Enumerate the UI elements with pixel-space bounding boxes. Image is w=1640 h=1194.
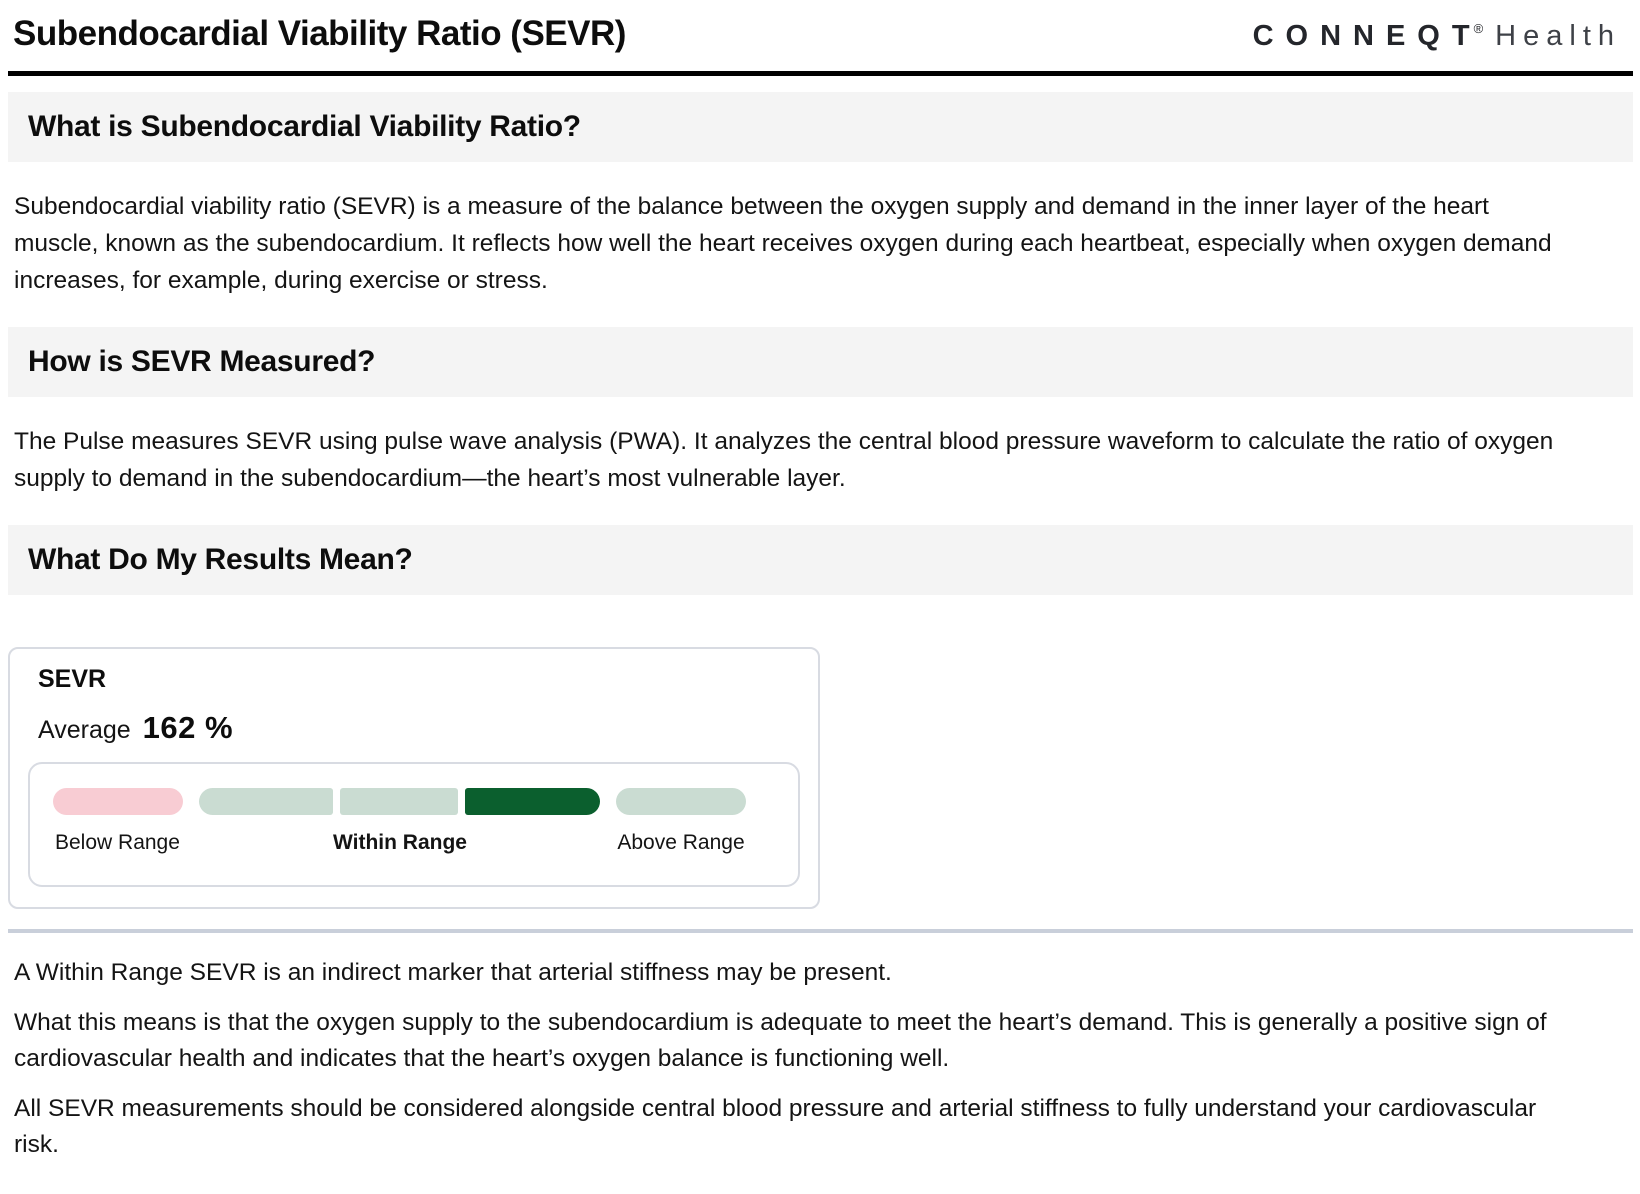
interpretation-paragraph-3: All SEVR measurements should be consider… — [14, 1095, 1537, 1158]
conneqt-health-logo: CONNEQT ® Health — [1253, 20, 1629, 53]
paragraph-what-is-sevr: Subendocardial viability ratio (SEVR) is… — [14, 193, 1552, 294]
section-divider — [8, 929, 1633, 933]
header-rule-divider — [8, 71, 1633, 76]
interpretation-paragraph-2: What this means is that the oxygen suppl… — [14, 1009, 1547, 1072]
interpretation-section: A Within Range SEVR is an indirect marke… — [8, 955, 1633, 1163]
range-segment-below — [53, 788, 183, 815]
section-heading-what-is-sevr: What is Subendocardial Viability Ratio? — [28, 110, 581, 143]
range-label-within: Within Range — [333, 831, 467, 854]
average-row: Average 162 % — [10, 710, 818, 746]
registered-trademark-icon: ® — [1473, 21, 1484, 36]
page-title: Subendocardial Viability Ratio (SEVR) — [13, 14, 626, 53]
sevr-result-card: SEVR Average 162 % Below Range Within Ra… — [8, 647, 820, 909]
range-labels: Below Range Within Range Above Range — [53, 831, 798, 857]
range-label-above: Above Range — [617, 831, 745, 854]
section-heading-how-measured: How is SEVR Measured? — [28, 345, 376, 378]
section-bar-what-is-sevr: What is Subendocardial Viability Ratio? — [8, 92, 1633, 162]
sevr-info-page: Subendocardial Viability Ratio (SEVR) CO… — [8, 12, 1633, 1163]
page-header: Subendocardial Viability Ratio (SEVR) CO… — [8, 12, 1633, 54]
interpretation-paragraph-1: A Within Range SEVR is an indirect marke… — [14, 959, 892, 986]
range-gauge: Below Range Within Range Above Range — [28, 762, 800, 887]
range-segment-within-high-active — [465, 788, 600, 815]
metric-label: SEVR — [38, 665, 107, 693]
average-label: Average — [38, 716, 131, 744]
section-heading-results-mean: What Do My Results Mean? — [28, 543, 413, 576]
range-segment-above — [616, 788, 746, 815]
range-label-below: Below Range — [55, 831, 180, 854]
range-segments — [53, 788, 798, 815]
section-bar-results-mean: What Do My Results Mean? — [8, 525, 1633, 595]
paragraph-how-measured: The Pulse measures SEVR using pulse wave… — [14, 428, 1554, 492]
section-bar-how-measured: How is SEVR Measured? — [8, 327, 1633, 397]
logo-brand-text: CONNEQT — [1252, 20, 1482, 52]
range-segment-within-low — [199, 788, 333, 815]
average-value: 162 % — [142, 710, 234, 745]
logo-suffix-text: Health — [1495, 20, 1621, 52]
range-segment-within-mid — [340, 788, 458, 815]
